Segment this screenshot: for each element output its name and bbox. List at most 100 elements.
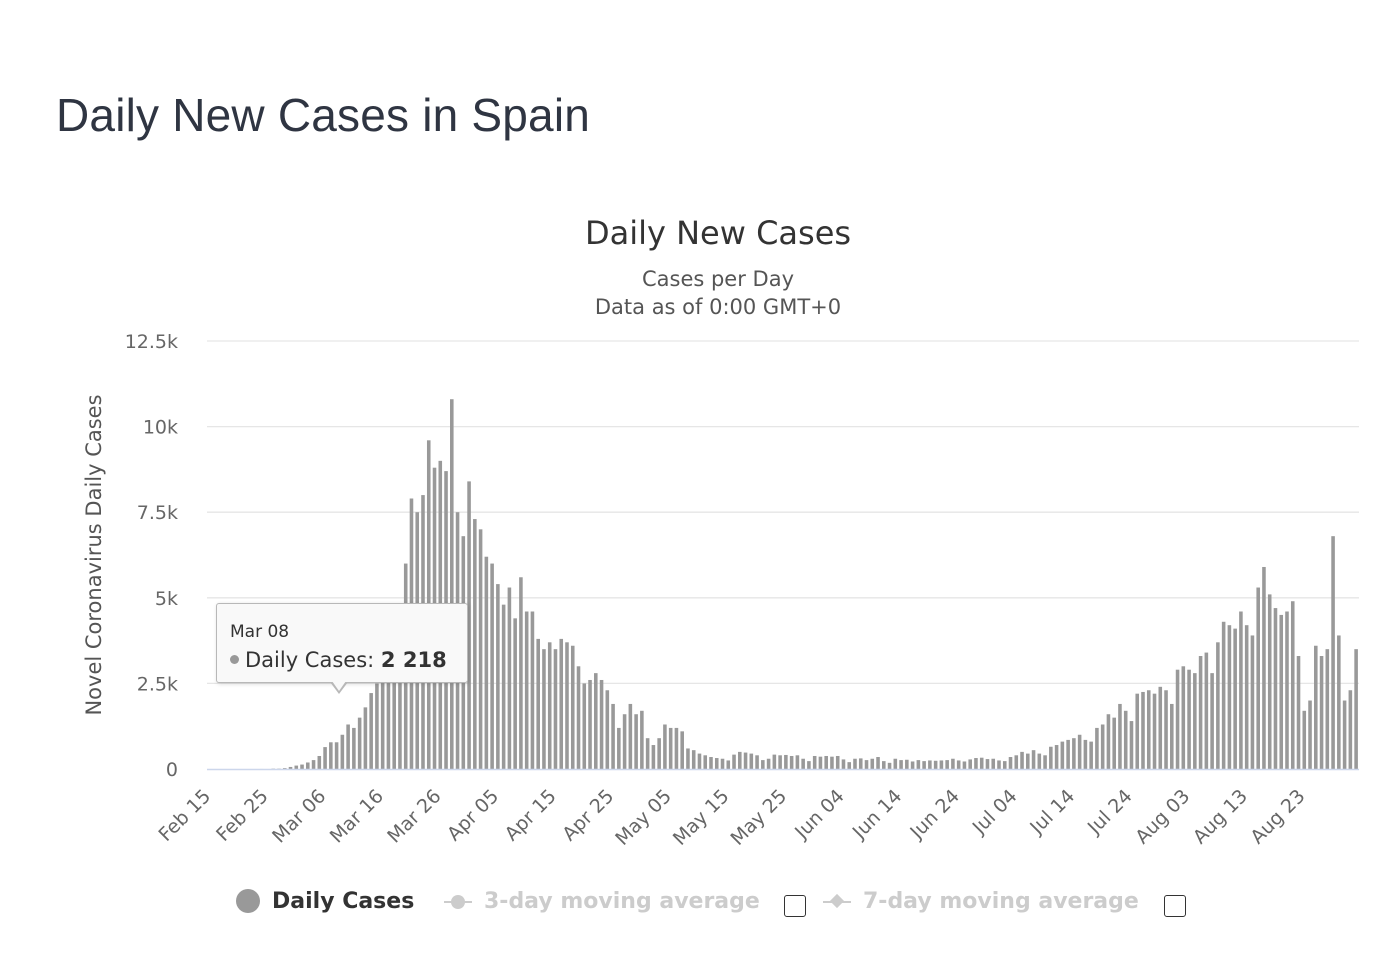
bar[interactable] [1193, 673, 1197, 769]
bar[interactable] [997, 760, 1001, 769]
bar[interactable] [835, 755, 840, 769]
bar[interactable] [945, 760, 949, 769]
avg3-checkbox[interactable] [784, 895, 806, 917]
bar[interactable] [1239, 611, 1243, 770]
bar[interactable] [628, 703, 633, 769]
bar[interactable] [1135, 693, 1140, 769]
avg7-checkbox[interactable] [1164, 895, 1186, 917]
bar[interactable] [922, 761, 926, 769]
bar[interactable] [570, 645, 575, 769]
bar[interactable] [726, 760, 731, 769]
bar[interactable] [801, 758, 805, 769]
bar[interactable] [1089, 741, 1093, 769]
bar[interactable] [1066, 739, 1070, 769]
bar[interactable] [1152, 693, 1157, 769]
bar[interactable] [1164, 690, 1168, 769]
bar[interactable] [1314, 645, 1318, 769]
bar[interactable] [1302, 710, 1307, 769]
bar[interactable] [956, 760, 961, 769]
bar[interactable] [1014, 755, 1019, 769]
bar[interactable] [657, 738, 661, 769]
bar[interactable] [524, 611, 529, 770]
bar[interactable] [1008, 757, 1013, 769]
bar[interactable] [317, 755, 322, 769]
bar[interactable] [887, 762, 892, 769]
bar[interactable] [640, 710, 644, 769]
bar[interactable] [818, 756, 823, 769]
bar[interactable] [910, 761, 915, 769]
bar[interactable] [1204, 652, 1209, 769]
bar[interactable] [893, 758, 898, 769]
bar[interactable] [882, 761, 886, 769]
bar[interactable] [588, 679, 592, 769]
bar[interactable] [738, 751, 742, 769]
bar[interactable] [617, 727, 621, 769]
bar[interactable] [478, 529, 483, 769]
bar[interactable] [450, 399, 454, 769]
bar[interactable] [1216, 642, 1220, 769]
bar[interactable] [743, 752, 748, 769]
bar[interactable] [761, 760, 765, 769]
bar[interactable] [686, 748, 690, 769]
bar[interactable] [714, 758, 719, 769]
bar[interactable] [369, 693, 373, 769]
bar[interactable] [340, 734, 345, 769]
bar[interactable] [709, 757, 713, 769]
bar[interactable] [1123, 710, 1128, 769]
bar[interactable] [1146, 690, 1151, 769]
bar[interactable] [1037, 753, 1042, 769]
bar[interactable] [513, 618, 517, 769]
bar[interactable] [1273, 608, 1278, 769]
bar[interactable] [323, 747, 327, 769]
bar[interactable] [1296, 656, 1301, 769]
bar[interactable] [1308, 700, 1312, 769]
bar[interactable] [766, 758, 771, 769]
bar[interactable] [490, 563, 494, 769]
bar[interactable] [991, 758, 996, 769]
bar[interactable] [1354, 649, 1358, 769]
bar[interactable] [691, 750, 696, 769]
bar[interactable] [789, 755, 794, 769]
bar[interactable] [1181, 666, 1186, 769]
bar[interactable] [622, 714, 627, 769]
bar[interactable] [1043, 755, 1047, 769]
bar[interactable] [542, 649, 546, 769]
bar[interactable] [847, 762, 852, 769]
bar[interactable] [899, 760, 903, 769]
bar[interactable] [1158, 686, 1163, 769]
bar[interactable] [807, 761, 811, 769]
bar[interactable] [812, 755, 817, 769]
bar[interactable] [645, 738, 650, 769]
bar[interactable] [841, 759, 846, 769]
bar[interactable] [363, 707, 368, 769]
bar[interactable] [1141, 691, 1145, 769]
bar[interactable] [1233, 628, 1237, 769]
bar[interactable] [1129, 721, 1134, 769]
bar[interactable] [1031, 750, 1036, 769]
bar[interactable] [576, 666, 581, 769]
bar[interactable] [1210, 673, 1214, 769]
bar[interactable] [611, 703, 615, 769]
bar[interactable] [334, 742, 339, 769]
bar[interactable] [674, 727, 679, 769]
bar[interactable] [594, 673, 598, 769]
bar[interactable] [1285, 611, 1289, 770]
bar[interactable] [282, 768, 287, 769]
bar[interactable] [1221, 621, 1226, 769]
bar[interactable] [749, 753, 754, 769]
bar[interactable] [1026, 753, 1030, 769]
bar[interactable] [507, 587, 512, 769]
bar[interactable] [864, 760, 869, 769]
bar[interactable] [778, 755, 782, 769]
bar[interactable] [697, 753, 702, 769]
bar[interactable] [294, 765, 299, 769]
bar[interactable] [380, 679, 385, 769]
bar[interactable] [288, 766, 293, 769]
bar[interactable] [519, 577, 523, 769]
bar[interactable] [795, 755, 800, 769]
bar[interactable] [1262, 566, 1266, 769]
bar[interactable] [547, 642, 552, 769]
bar[interactable] [1060, 741, 1065, 769]
bar[interactable] [784, 754, 788, 769]
bar[interactable] [933, 760, 938, 769]
